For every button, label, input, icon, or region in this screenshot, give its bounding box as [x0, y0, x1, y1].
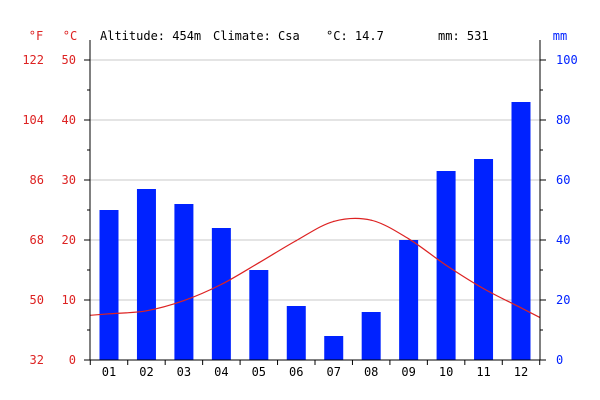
- precipitation-bar: [399, 240, 419, 360]
- axes: [84, 40, 546, 365]
- precipitation-bars: [99, 102, 531, 360]
- mm-tick-label: 60: [556, 173, 570, 187]
- temperature-average-text: °C: 14.7: [326, 29, 384, 43]
- celsius-tick-label: 0: [69, 353, 76, 367]
- celsius-unit-label: °C: [63, 29, 77, 43]
- temperature-point: [258, 262, 260, 264]
- fahrenheit-unit-label: °F: [29, 29, 43, 43]
- precipitation-bar: [511, 102, 531, 360]
- temperature-point: [145, 310, 148, 312]
- mm-tick-label: 20: [556, 293, 570, 307]
- month-label: 11: [476, 365, 490, 379]
- precipitation-bar: [286, 306, 306, 360]
- celsius-tick-label: 50: [62, 53, 76, 67]
- month-label: 12: [514, 365, 528, 379]
- celsius-tick-label: 20: [62, 233, 76, 247]
- mm-tick-label: 0: [556, 353, 563, 367]
- temperature-line: [89, 217, 541, 319]
- precipitation-bar: [361, 312, 381, 360]
- fahrenheit-tick-label: 68: [30, 233, 44, 247]
- mm-tick-label: 80: [556, 113, 570, 127]
- fahrenheit-tick-label: 122: [22, 53, 44, 67]
- temperature-point: [520, 307, 522, 309]
- precipitation-bar: [211, 228, 231, 360]
- precipitation-total-text: mm: 531: [438, 29, 489, 43]
- grid-lines: [90, 59, 540, 301]
- fahrenheit-tick-label: 50: [30, 293, 44, 307]
- fahrenheit-tick-label: 32: [30, 353, 44, 367]
- temperature-point: [482, 288, 485, 290]
- precipitation-bar: [174, 204, 194, 360]
- month-label: 05: [252, 365, 266, 379]
- month-label: 08: [364, 365, 378, 379]
- month-label: 01: [102, 365, 116, 379]
- precipitation-bar: [99, 210, 119, 360]
- month-label: 09: [401, 365, 415, 379]
- month-label: 07: [327, 365, 341, 379]
- celsius-tick-label: 30: [62, 173, 76, 187]
- temperature-point: [295, 240, 297, 242]
- temperature-point: [183, 300, 185, 302]
- temperature-point: [108, 313, 110, 315]
- fahrenheit-tick-label: 104: [22, 113, 44, 127]
- temperature-point: [370, 219, 372, 221]
- climate-text: Climate: Csa: [213, 29, 300, 43]
- temperature-point: [220, 283, 222, 285]
- fahrenheit-tick-label: 86: [30, 173, 44, 187]
- month-label: 02: [139, 365, 153, 379]
- altitude-text: Altitude: 454m: [100, 29, 201, 43]
- temperature-point: [408, 238, 410, 240]
- precipitation-bar: [249, 270, 269, 360]
- precipitation-bar: [324, 336, 344, 360]
- temperature-point: [445, 264, 447, 266]
- celsius-tick-label: 40: [62, 113, 76, 127]
- mm-tick-label: 100: [556, 53, 578, 67]
- month-label: 04: [214, 365, 228, 379]
- month-label: 10: [439, 365, 453, 379]
- month-label: 03: [177, 365, 191, 379]
- temperature-line-group: [89, 217, 541, 319]
- mm-unit-label: mm: [553, 29, 567, 43]
- temperature-point: [333, 220, 335, 222]
- celsius-tick-label: 10: [62, 293, 76, 307]
- mm-tick-label: 40: [556, 233, 570, 247]
- month-label: 06: [289, 365, 303, 379]
- precipitation-bar: [474, 159, 494, 360]
- precipitation-bar: [136, 189, 156, 360]
